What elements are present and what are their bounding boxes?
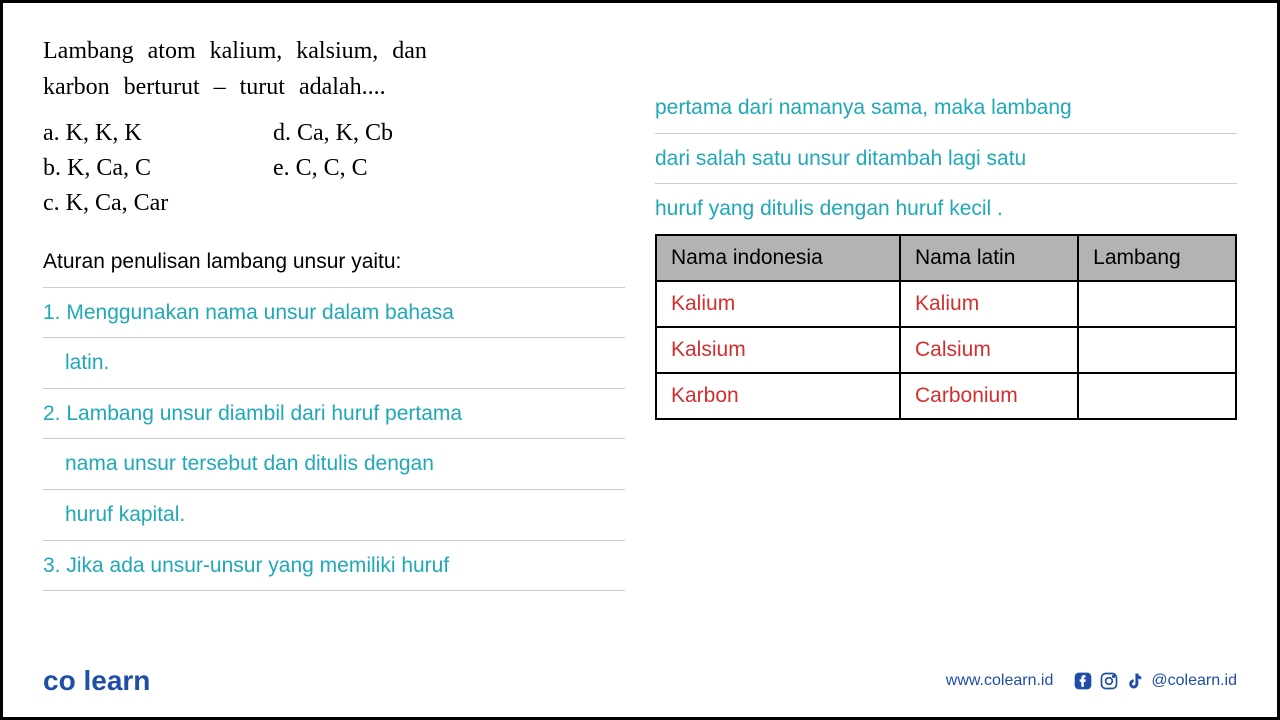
question-line1: Lambang atom kalium, kalsium, dan [43, 33, 625, 69]
instagram-icon [1099, 671, 1119, 691]
option-d: d. Ca, K, Cb [273, 120, 625, 147]
right-line1: pertama dari namanya sama, maka lambang [655, 83, 1237, 134]
footer: co learn www.colearn.id @colearn.id [43, 665, 1237, 697]
right-line2: dari salah satu unsur ditambah lagi satu [655, 134, 1237, 185]
facebook-icon [1073, 671, 1093, 691]
option-e: e. C, C, C [273, 155, 625, 182]
option-c: c. K, Ca, Car [43, 190, 273, 217]
rule1-line1: 1. Menggunakan nama unsur dalam bahasa [43, 288, 625, 339]
table-cell: Calsium [900, 327, 1078, 373]
table-cell [1078, 281, 1236, 327]
question-line2: karbon berturut – turut adalah.... [43, 69, 625, 105]
logo: co learn [43, 665, 150, 697]
rule2-line1: 2. Lambang unsur diambil dari huruf pert… [43, 389, 625, 440]
table-header-col3: Lambang [1078, 235, 1236, 281]
table-cell: Karbon [656, 373, 900, 419]
table-header-col1: Nama indonesia [656, 235, 900, 281]
logo-co: co [43, 665, 76, 696]
social-handle: @colearn.id [1151, 672, 1237, 690]
rule3-line1: 3. Jika ada unsur-unsur yang memiliki hu… [43, 541, 625, 592]
table-row: Karbon Carbonium [656, 373, 1236, 419]
answer-options: a. K, K, K d. Ca, K, Cb b. K, Ca, C e. C… [43, 120, 625, 217]
rules-section: Aturan penulisan lambang unsur yaitu: 1.… [43, 237, 625, 591]
footer-right: www.colearn.id @colearn.id [946, 671, 1237, 691]
rule2-line3: huruf kapital. [43, 490, 625, 541]
table-cell [1078, 327, 1236, 373]
table-row: Kalium Kalium [656, 281, 1236, 327]
option-b: b. K, Ca, C [43, 155, 273, 182]
table-cell [1078, 373, 1236, 419]
rule1-line2: latin. [43, 338, 625, 389]
rules-heading: Aturan penulisan lambang unsur yaitu: [43, 237, 625, 288]
logo-learn: learn [76, 665, 151, 696]
table-row: Kalsium Calsium [656, 327, 1236, 373]
website-url: www.colearn.id [946, 672, 1054, 690]
element-table: Nama indonesia Nama latin Lambang Kalium… [655, 234, 1237, 420]
right-explanation: pertama dari namanya sama, maka lambang … [655, 83, 1237, 234]
table-cell: Carbonium [900, 373, 1078, 419]
social-icons: @colearn.id [1073, 671, 1237, 691]
rule2-line2: nama unsur tersebut dan ditulis dengan [43, 439, 625, 490]
table-cell: Kalium [900, 281, 1078, 327]
table-cell: Kalium [656, 281, 900, 327]
table-header-col2: Nama latin [900, 235, 1078, 281]
table-cell: Kalsium [656, 327, 900, 373]
right-line3: huruf yang ditulis dengan huruf kecil . [655, 184, 1237, 234]
question-text: Lambang atom kalium, kalsium, dan karbon… [43, 33, 625, 105]
option-a: a. K, K, K [43, 120, 273, 147]
tiktok-icon [1125, 671, 1145, 691]
table-header-row: Nama indonesia Nama latin Lambang [656, 235, 1236, 281]
